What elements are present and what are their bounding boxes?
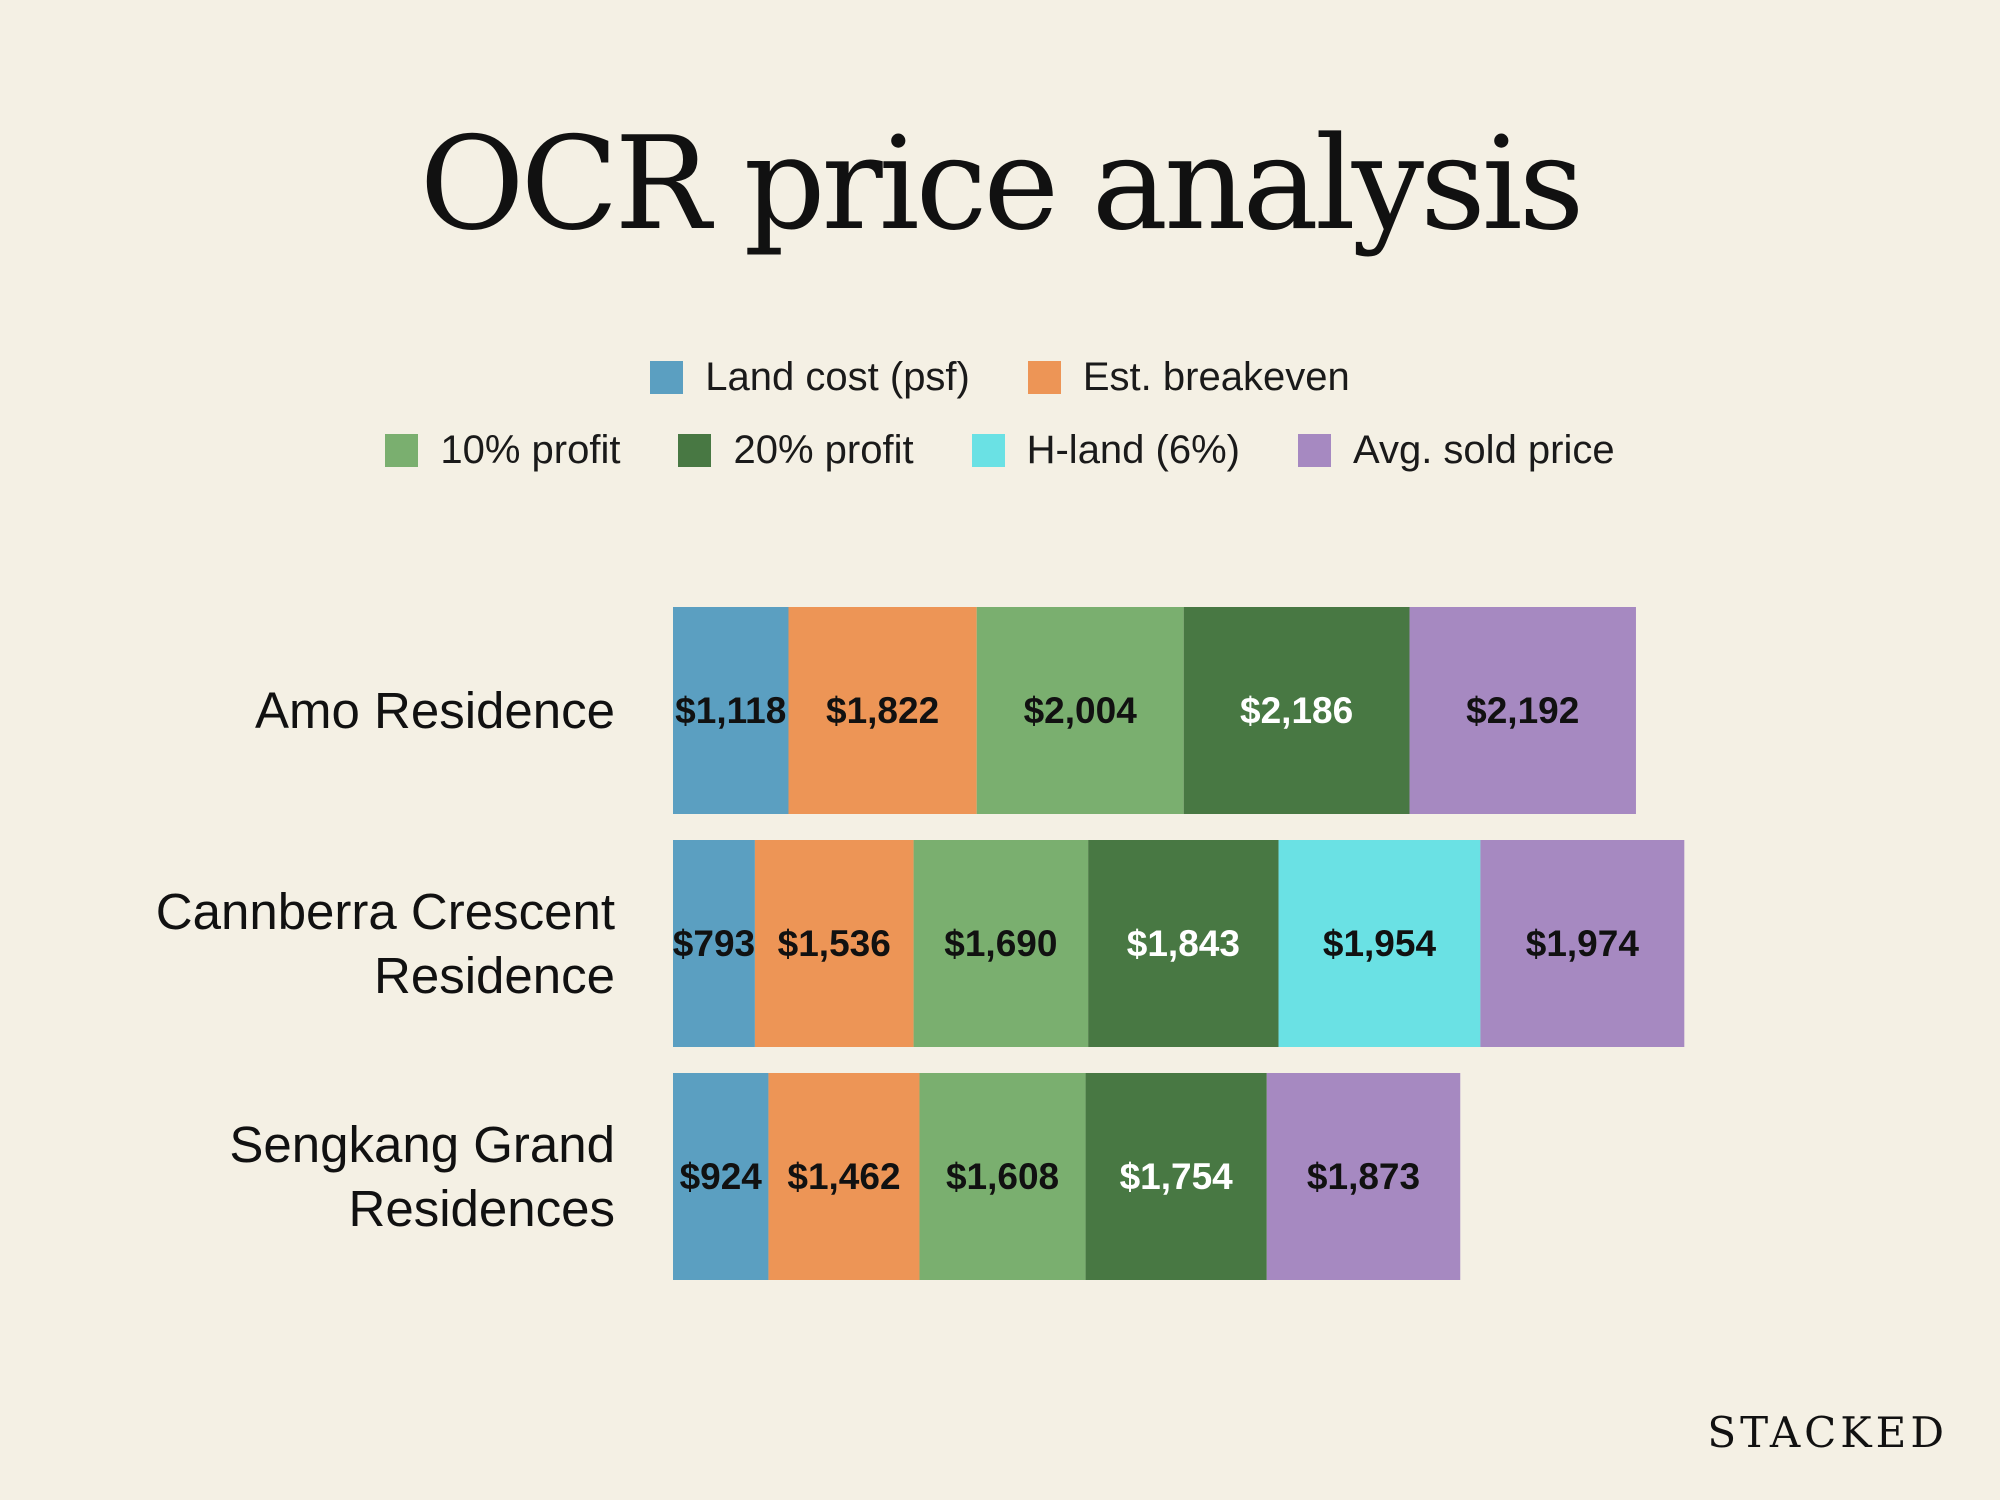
legend-row-1: Land cost (psf) Est. breakeven bbox=[0, 355, 2000, 400]
data-label-p20: $2,186 bbox=[1240, 690, 1353, 731]
chart-title: OCR price analysis bbox=[419, 110, 1585, 259]
legend-label-h-land: H-land (6%) bbox=[1026, 428, 1240, 472]
legend-item-breakeven: Est. breakeven bbox=[1027, 355, 1350, 400]
bar-segment-land bbox=[673, 607, 789, 814]
bar-row-0: Amo Residence $1,118 $1,822 $2,004 $2,186 $2,… bbox=[255, 607, 1636, 814]
bar-segment-sold bbox=[1266, 1073, 1461, 1280]
legend-swatch-h-land bbox=[971, 434, 1005, 467]
category-label: Amo Residence bbox=[255, 682, 615, 739]
category-label: Cannberra Crescent bbox=[156, 883, 615, 940]
data-label-breakeven: $1,462 bbox=[787, 1156, 900, 1197]
data-label-land: $924 bbox=[680, 1156, 763, 1197]
legend-label-20-profit: 20% profit bbox=[733, 428, 914, 472]
bar-row-2: Sengkang Grand Residences $924 $1,462 $1,608… bbox=[229, 1073, 1461, 1280]
legend-item-land: Land cost (psf) bbox=[650, 355, 970, 400]
data-label-land: $1,118 bbox=[675, 690, 786, 731]
legend-row-2: 10% profit 20% profit H-land (6%) Avg. s… bbox=[0, 428, 2000, 473]
bar-segment-p10 bbox=[913, 840, 1089, 1047]
legend-item-h-land: H-land (6%) bbox=[971, 428, 1240, 473]
data-label-land: $793 bbox=[673, 923, 755, 964]
stacked-logo: STACKED bbox=[1707, 1408, 1948, 1457]
bar-segment-p20 bbox=[1085, 1073, 1267, 1280]
legend-item-20-profit: 20% profit bbox=[678, 428, 914, 473]
data-label-p10: $2,004 bbox=[1024, 690, 1138, 731]
bar-segment-hland bbox=[1278, 840, 1481, 1047]
bar-segment-p20 bbox=[1088, 840, 1279, 1047]
data-label-p20: $1,843 bbox=[1127, 923, 1240, 964]
bar-segment-land bbox=[673, 840, 755, 1047]
bar-segment-land bbox=[673, 1073, 769, 1280]
bar-segment-breakeven bbox=[754, 840, 914, 1047]
legend-swatch-20-profit bbox=[678, 434, 712, 467]
bar-segment-breakeven bbox=[788, 607, 977, 814]
data-label-breakeven: $1,536 bbox=[778, 923, 891, 964]
bar-segment-sold bbox=[1409, 607, 1636, 814]
data-label-sold: $1,873 bbox=[1307, 1156, 1420, 1197]
data-label-sold: $1,974 bbox=[1526, 923, 1640, 964]
legend-swatch-breakeven bbox=[1027, 361, 1061, 394]
category-label: Residences bbox=[349, 1180, 615, 1237]
bar-segment-p10 bbox=[976, 607, 1184, 814]
legend-label-breakeven: Est. breakeven bbox=[1082, 355, 1350, 399]
legend-swatch-sold-price bbox=[1298, 434, 1331, 467]
bar-row-1: Cannberra Crescent Residence $793 $1,536 $1,… bbox=[156, 840, 1685, 1047]
data-label-p10: $1,690 bbox=[944, 923, 1057, 964]
bar-segment-sold bbox=[1480, 840, 1685, 1047]
data-label-sold: $2,192 bbox=[1466, 690, 1579, 731]
data-label-p10: $1,608 bbox=[946, 1156, 1059, 1197]
legend-label-sold-price: Avg. sold price bbox=[1353, 428, 1615, 472]
legend-swatch-land bbox=[650, 361, 684, 394]
legend-item-10-profit: 10% profit bbox=[385, 428, 620, 473]
legend-label-land: Land cost (psf) bbox=[705, 355, 970, 399]
category-label: Residence bbox=[374, 947, 615, 1004]
bar-segment-breakeven bbox=[768, 1073, 920, 1280]
legend-label-10-profit: 10% profit bbox=[440, 428, 621, 472]
bar-segment-p10 bbox=[919, 1073, 1086, 1280]
bar-segment-p20 bbox=[1183, 607, 1410, 814]
data-label-breakeven: $1,822 bbox=[826, 690, 939, 731]
legend-item-sold-price: Avg. sold price bbox=[1298, 428, 1615, 473]
data-label-hland: $1,954 bbox=[1323, 923, 1437, 964]
data-label-p20: $1,754 bbox=[1120, 1156, 1234, 1197]
category-label: Sengkang Grand bbox=[229, 1116, 615, 1173]
legend-swatch-10-profit bbox=[385, 434, 419, 467]
